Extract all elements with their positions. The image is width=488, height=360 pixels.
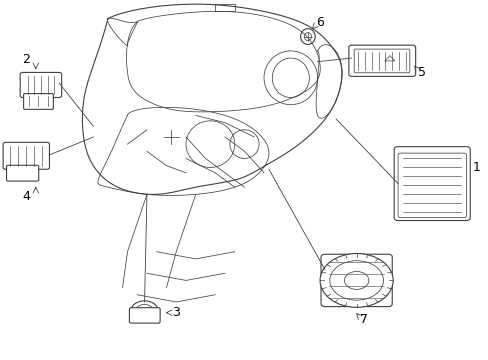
Text: 3: 3 [172,306,180,319]
Text: 2: 2 [22,53,30,66]
Ellipse shape [136,305,153,318]
FancyBboxPatch shape [353,49,409,73]
FancyBboxPatch shape [129,308,160,323]
FancyBboxPatch shape [3,142,49,169]
Text: 5: 5 [418,66,426,79]
FancyBboxPatch shape [23,94,53,109]
Text: 6: 6 [316,16,324,29]
Ellipse shape [320,253,392,307]
FancyBboxPatch shape [321,254,391,307]
Text: 7: 7 [359,313,367,327]
Ellipse shape [131,301,158,321]
Text: 4: 4 [22,190,30,203]
FancyBboxPatch shape [348,45,415,76]
FancyBboxPatch shape [6,165,39,181]
Ellipse shape [329,261,383,300]
Text: 1: 1 [471,161,479,174]
FancyBboxPatch shape [20,72,61,98]
FancyBboxPatch shape [397,153,466,218]
Ellipse shape [304,33,311,41]
FancyBboxPatch shape [393,147,469,221]
Ellipse shape [300,29,315,44]
Ellipse shape [344,271,368,289]
